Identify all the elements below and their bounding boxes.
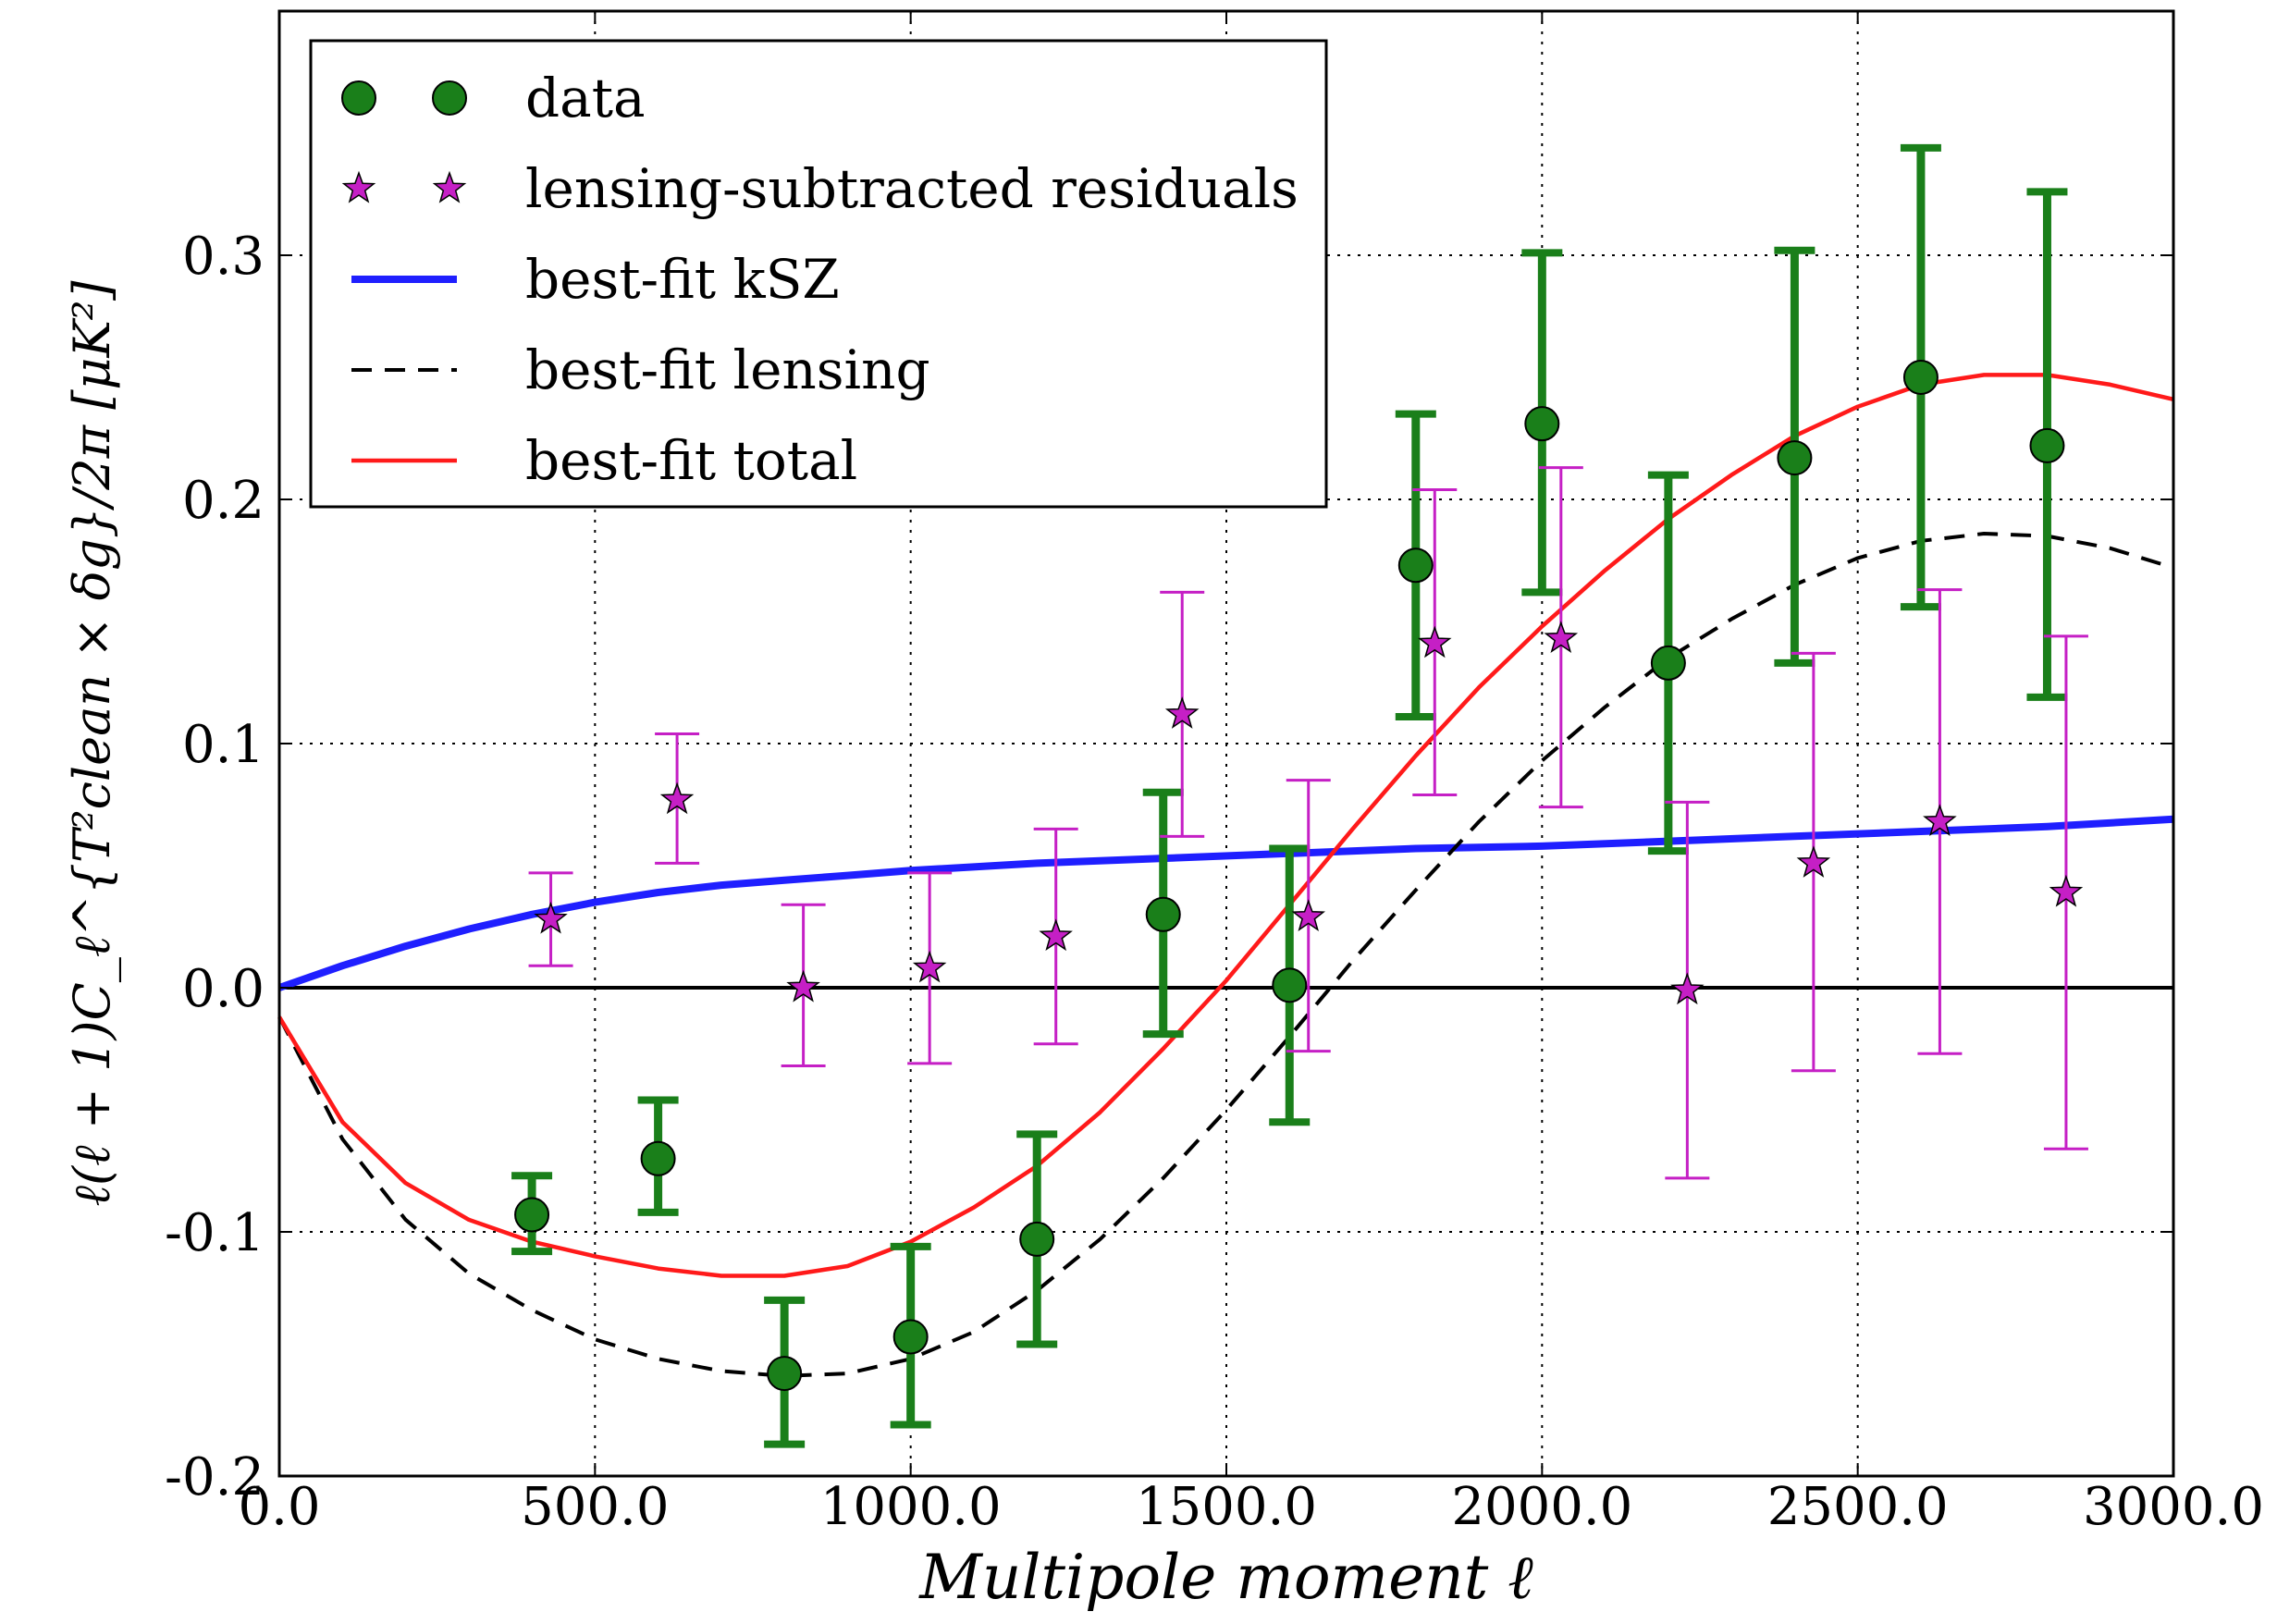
- x-tick-label: 0.0: [238, 1477, 320, 1537]
- residual-point: [2049, 874, 2084, 907]
- data-point: [892, 1319, 929, 1355]
- data-point: [1524, 406, 1560, 442]
- legend-symbol-residuals: [341, 170, 467, 203]
- residual-point: [1164, 696, 1200, 729]
- data-point: [767, 1356, 803, 1392]
- y-tick-label: 0.3: [182, 227, 265, 287]
- data-point: [2029, 427, 2065, 463]
- residual-point: [1544, 621, 1579, 653]
- residual-point: [1923, 804, 1957, 836]
- x-tick-label: 500.0: [521, 1477, 669, 1537]
- x-tick-label: 2000.0: [1451, 1477, 1632, 1537]
- y-tick-label: 0.2: [182, 471, 265, 531]
- y-tick-label: -0.1: [165, 1203, 265, 1263]
- y-tick-label: 0.0: [182, 959, 265, 1019]
- residual-point: [1418, 625, 1452, 658]
- ksz-curve: [277, 815, 2174, 991]
- residual-point: [1796, 845, 1831, 878]
- legend-label-total: best-fit total: [525, 429, 857, 492]
- legend-residual-marker: [432, 170, 467, 203]
- data-point: [1019, 1221, 1055, 1257]
- y-axis-title: ℓ(ℓ + 1)C_ℓ^{T²clean × δg}/2π [μK²]: [63, 280, 121, 1207]
- residual-point: [534, 901, 568, 934]
- residual-point: [1039, 918, 1073, 952]
- residual-point: [1291, 899, 1325, 931]
- legend-residual-marker: [341, 170, 376, 203]
- total-curve: [277, 373, 2174, 1278]
- legend-label-residuals: lensing-subtracted residuals: [525, 157, 1299, 220]
- y-tick-label: -0.2: [165, 1447, 265, 1507]
- legend-label-data: data: [525, 67, 646, 129]
- residual-point: [1670, 972, 1705, 1005]
- x-tick-labels: 0.0 500.0 1000.0 1500.0 2000.0 2500.0 3000.0: [238, 1477, 2264, 1537]
- x-tick-label: 1500.0: [1136, 1477, 1317, 1537]
- legend-data-marker: [341, 80, 376, 116]
- x-tick-label: 2500.0: [1767, 1477, 1949, 1537]
- y-tick-label: 0.1: [182, 715, 265, 775]
- x-tick-label: 1000.0: [820, 1477, 1002, 1537]
- data-markers: [514, 360, 2084, 1392]
- legend-label-lensing: best-fit lensing: [525, 338, 930, 401]
- data-point: [640, 1140, 676, 1176]
- data-point: [1902, 360, 1939, 395]
- legend-box: [309, 39, 1328, 509]
- axis-ticks: [278, 11, 2174, 1477]
- residual-point: [786, 969, 820, 1003]
- data-point: [1650, 645, 1686, 681]
- residual-point: [912, 950, 947, 983]
- x-axis-title: Multipole moment ℓ: [918, 1542, 1533, 1613]
- data-point: [1145, 896, 1181, 932]
- data-point: [1272, 967, 1308, 1003]
- legend-label-ksz: best-fit kSZ: [525, 248, 840, 311]
- data-point: [1397, 547, 1434, 584]
- data-point: [1777, 440, 1813, 476]
- legend: data lensing-subtracted residuals best-f…: [309, 39, 1328, 509]
- lensing-curve: [277, 532, 2174, 1378]
- data-point: [514, 1197, 550, 1233]
- legend-data-marker: [432, 80, 467, 116]
- legend-symbol-data: [341, 80, 467, 116]
- y-tick-labels: -0.2 -0.1 0.0 0.1 0.2 0.3: [165, 227, 265, 1507]
- residual-point: [659, 781, 695, 815]
- best-fit-curves: [277, 373, 2174, 1378]
- x-tick-label: 3000.0: [2083, 1477, 2264, 1537]
